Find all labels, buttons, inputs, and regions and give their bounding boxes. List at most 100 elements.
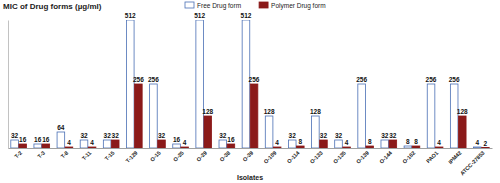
x-tick-label: O-133: [309, 150, 324, 165]
x-tick-label: O-25: [172, 150, 185, 163]
x-tick-label: T-129: [125, 150, 139, 164]
data-label: 128: [457, 108, 468, 115]
data-label: 256: [148, 76, 159, 83]
bar: [435, 147, 443, 148]
x-tick: O-144: [378, 149, 394, 165]
bar: [474, 147, 482, 148]
bar: [427, 84, 435, 148]
x-tick-label: O-135: [332, 150, 347, 165]
data-label: 256: [133, 76, 144, 83]
x-tick: T-3: [36, 150, 46, 160]
data-label: 8: [414, 138, 418, 145]
bar: [297, 146, 305, 148]
data-label: 16: [173, 136, 181, 143]
bar: [389, 140, 397, 148]
bar: [458, 116, 466, 148]
bar: [366, 146, 374, 148]
x-axis-line: [9, 148, 493, 149]
data-label: 2: [484, 140, 488, 147]
data-labels: 3216643232512256165123251212832128322563…: [11, 12, 488, 147]
x-tick-label: O-38: [218, 150, 231, 163]
data-label: 16: [19, 136, 27, 143]
x-tick-label: O-39: [241, 150, 254, 163]
data-label: 256: [426, 76, 437, 83]
data-label: 32: [335, 132, 343, 139]
x-tick-label: T-3: [36, 150, 46, 160]
bar: [227, 144, 235, 148]
x-tick-label: PAO1: [425, 150, 440, 165]
bar: [111, 140, 119, 148]
legend-swatch: [185, 2, 194, 8]
x-tick: O-162: [401, 150, 416, 165]
data-label: 32: [389, 132, 397, 139]
data-label: 4: [90, 139, 94, 146]
x-tick-label: O-114: [286, 149, 302, 165]
x-tick-label: O-139: [355, 150, 370, 165]
bar: [265, 116, 273, 148]
bar: [381, 140, 389, 148]
legend-swatch: [259, 2, 268, 8]
bars: [11, 20, 489, 148]
bar: [103, 140, 111, 148]
x-tick: O-109: [262, 150, 277, 165]
x-tick: T-129: [125, 150, 139, 164]
bar: [88, 147, 96, 148]
x-tick: O-114: [286, 149, 302, 165]
y-axis: [8, 21, 9, 149]
bar: [80, 140, 88, 148]
x-tick: T-11: [81, 150, 93, 162]
data-label: 256: [249, 76, 260, 83]
bar: [11, 140, 19, 148]
x-tick: O-39: [241, 150, 254, 163]
bar: [204, 116, 212, 148]
x-tick-label: O-144: [378, 149, 394, 165]
x-tick: IPM42: [447, 150, 462, 165]
bar: [57, 132, 65, 148]
legend-entry: Polymer Drug form: [259, 2, 326, 10]
bar: [196, 20, 204, 148]
data-label: 16: [42, 136, 50, 143]
x-tick-label: T-11: [81, 150, 93, 162]
bar: [126, 20, 134, 148]
bar: [450, 84, 458, 148]
bar: [219, 140, 227, 148]
x-tick-label: O-29: [195, 150, 208, 163]
x-tick-label: T-15: [104, 150, 116, 162]
bar: [135, 84, 143, 148]
data-label: 32: [320, 132, 328, 139]
data-label: 4: [345, 139, 349, 146]
chart: MIC of Drug forms (µg/ml)Free Drug formP…: [0, 0, 500, 183]
x-axis-title: Isolates: [237, 174, 263, 181]
data-label: 32: [381, 132, 389, 139]
data-label: 32: [104, 132, 112, 139]
bar: [173, 144, 181, 148]
data-label: 256: [356, 76, 367, 83]
data-label: 4: [476, 139, 480, 146]
x-tick-label: O-109: [262, 150, 277, 165]
bar: [412, 146, 420, 148]
data-label: 32: [219, 132, 227, 139]
x-tick: ATCC-27853: [459, 150, 486, 177]
bar: [404, 146, 412, 148]
x-tick: T-2: [13, 150, 23, 160]
data-label: 8: [406, 138, 410, 145]
data-label: 4: [275, 139, 279, 146]
legend-label: Free Drug form: [197, 2, 241, 10]
data-label: 512: [194, 12, 205, 19]
x-tick: O-139: [355, 150, 370, 165]
x-tick-label: IPM42: [447, 150, 462, 165]
x-tick: O-15: [149, 150, 162, 163]
data-label: 128: [310, 108, 321, 115]
data-label: 16: [34, 136, 42, 143]
bar: [273, 147, 281, 148]
x-tick: PAO1: [425, 150, 440, 165]
x-tick-label: ATCC-27853: [459, 150, 486, 177]
legend-label: Polymer Drug form: [271, 2, 326, 10]
data-label: 32: [80, 132, 88, 139]
x-tick: O-25: [172, 150, 185, 163]
data-label: 4: [67, 139, 71, 146]
bar: [250, 84, 258, 148]
data-label: 4: [183, 139, 187, 146]
data-label: 128: [264, 108, 275, 115]
data-label: 64: [57, 124, 65, 131]
